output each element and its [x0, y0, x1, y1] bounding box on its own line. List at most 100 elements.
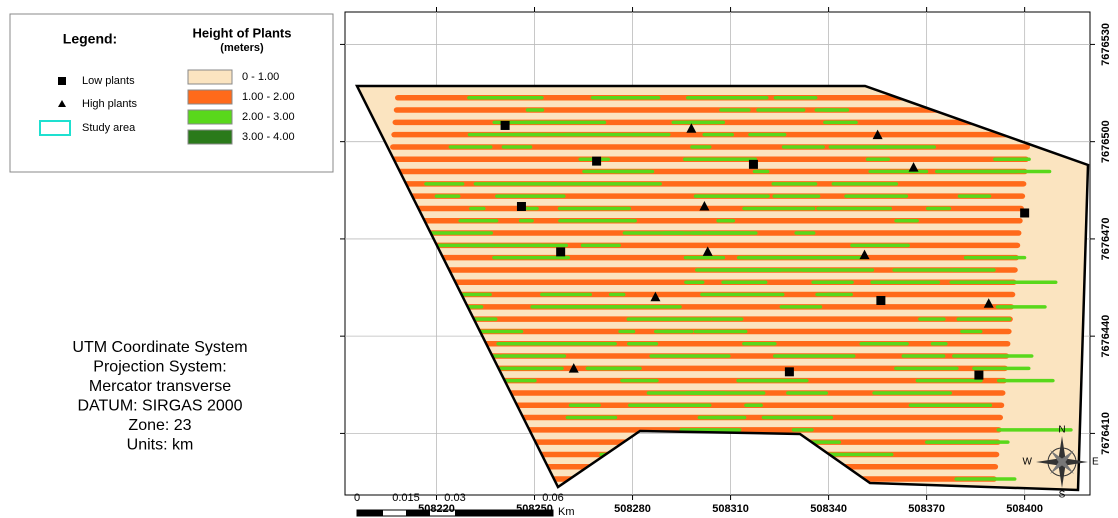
info-line: DATUM: SIRGAS 2000	[77, 398, 242, 415]
crop-patch	[786, 391, 828, 395]
crop-patch	[467, 96, 544, 100]
low-plant	[556, 247, 565, 256]
crop-patch	[449, 145, 493, 149]
crop-patch	[495, 194, 566, 198]
crop-patch	[866, 158, 890, 162]
y-tick-label: 7676500	[1100, 120, 1112, 163]
legend-item: High plants	[82, 98, 138, 110]
y-tick-label: 7676410	[1100, 412, 1112, 455]
x-tick-label: 508370	[908, 503, 945, 515]
low-symbol	[58, 77, 66, 85]
low-plant	[501, 121, 510, 130]
crop-patch	[702, 133, 734, 137]
crop-patch	[716, 219, 735, 223]
crop-patch	[931, 342, 948, 346]
crop-patch	[902, 354, 946, 358]
crop-patch	[614, 170, 654, 174]
x-tick-label: 508250	[516, 503, 553, 515]
crop-patch	[993, 158, 1031, 162]
crop-patch	[894, 367, 959, 371]
crop-patch	[684, 281, 704, 285]
crop-patch	[801, 268, 874, 272]
crop-patch	[715, 416, 737, 420]
crop-patch	[811, 281, 853, 285]
low-plant	[1020, 208, 1029, 217]
crop-patch	[435, 194, 461, 198]
crop-patch	[958, 194, 992, 198]
crop-patch	[823, 108, 849, 112]
x-tick-label: 508400	[1006, 503, 1043, 515]
height-units: (meters)	[220, 42, 264, 54]
crop-patch	[719, 108, 750, 112]
crop-patch	[563, 133, 640, 137]
crop-patch	[892, 268, 971, 272]
crop-patch	[829, 453, 894, 457]
crop-patch	[532, 244, 568, 248]
crop-patch	[618, 330, 635, 334]
crop-patch	[654, 330, 671, 334]
crop-patch	[502, 145, 533, 149]
crop-patch	[721, 281, 767, 285]
crop-patch	[558, 342, 617, 346]
crop-patch	[929, 440, 997, 444]
y-tick-label: 7676440	[1100, 315, 1112, 358]
crop-patch	[425, 231, 493, 235]
scale-label: 0	[354, 492, 360, 504]
crop-patch	[916, 379, 983, 383]
crop-patch	[438, 244, 495, 248]
crop-patch	[782, 145, 825, 149]
crop-patch	[558, 219, 594, 223]
crop-patch	[954, 477, 1016, 481]
crop-patch	[588, 219, 637, 223]
crop-patch	[753, 170, 770, 174]
crop-patch	[468, 133, 548, 137]
crop-patch	[894, 219, 919, 223]
class-label: 2.00 - 3.00	[242, 111, 295, 123]
crop-patch	[859, 342, 908, 346]
crop-patch	[996, 305, 1047, 309]
class-label: 3.00 - 4.00	[242, 131, 295, 143]
low-plant	[592, 157, 601, 166]
crop-patch	[581, 244, 621, 248]
crop-patch	[492, 256, 570, 260]
y-tick-label: 7676530	[1100, 23, 1112, 66]
crop-patch	[684, 256, 725, 260]
crop-patch	[687, 121, 718, 125]
crop-patch	[964, 256, 1026, 260]
crop-patch	[870, 281, 940, 285]
crop-patch	[603, 305, 682, 309]
legend-title: Legend:	[63, 31, 117, 47]
crop-patch	[817, 256, 867, 260]
info-line: Units: km	[127, 437, 194, 454]
class-label: 0 - 1.00	[242, 71, 279, 83]
compass-n: N	[1058, 425, 1065, 436]
crop-patch	[868, 170, 928, 174]
info-line: UTM Coordinate System	[72, 339, 247, 356]
crop-patch	[620, 379, 658, 383]
compass-w: W	[1023, 457, 1033, 468]
crop-patch	[627, 342, 658, 346]
crop-patch	[756, 108, 805, 112]
crop-patch	[772, 194, 820, 198]
x-tick-label: 508220	[418, 503, 455, 515]
info-line: Mercator transverse	[89, 378, 231, 395]
crop-patch	[960, 330, 982, 334]
crop-patch	[742, 207, 815, 211]
crop-patch	[526, 108, 545, 112]
x-tick-label: 508280	[614, 503, 651, 515]
crop-patch	[540, 293, 592, 297]
crop-patch	[569, 404, 601, 408]
crop-patch	[580, 182, 662, 186]
crop-patch	[816, 207, 892, 211]
crop-patch	[558, 207, 631, 211]
crop-patch	[499, 367, 564, 371]
crop-patch	[949, 281, 1015, 285]
info-line: Projection System:	[93, 359, 226, 376]
compass-s: S	[1059, 490, 1066, 501]
crop-patch	[972, 367, 1030, 371]
crop-patch	[522, 121, 606, 125]
x-tick-label: 508310	[712, 503, 749, 515]
low-plant	[749, 160, 758, 169]
crop-patch	[474, 182, 558, 186]
info-line: Zone: 23	[128, 417, 191, 434]
